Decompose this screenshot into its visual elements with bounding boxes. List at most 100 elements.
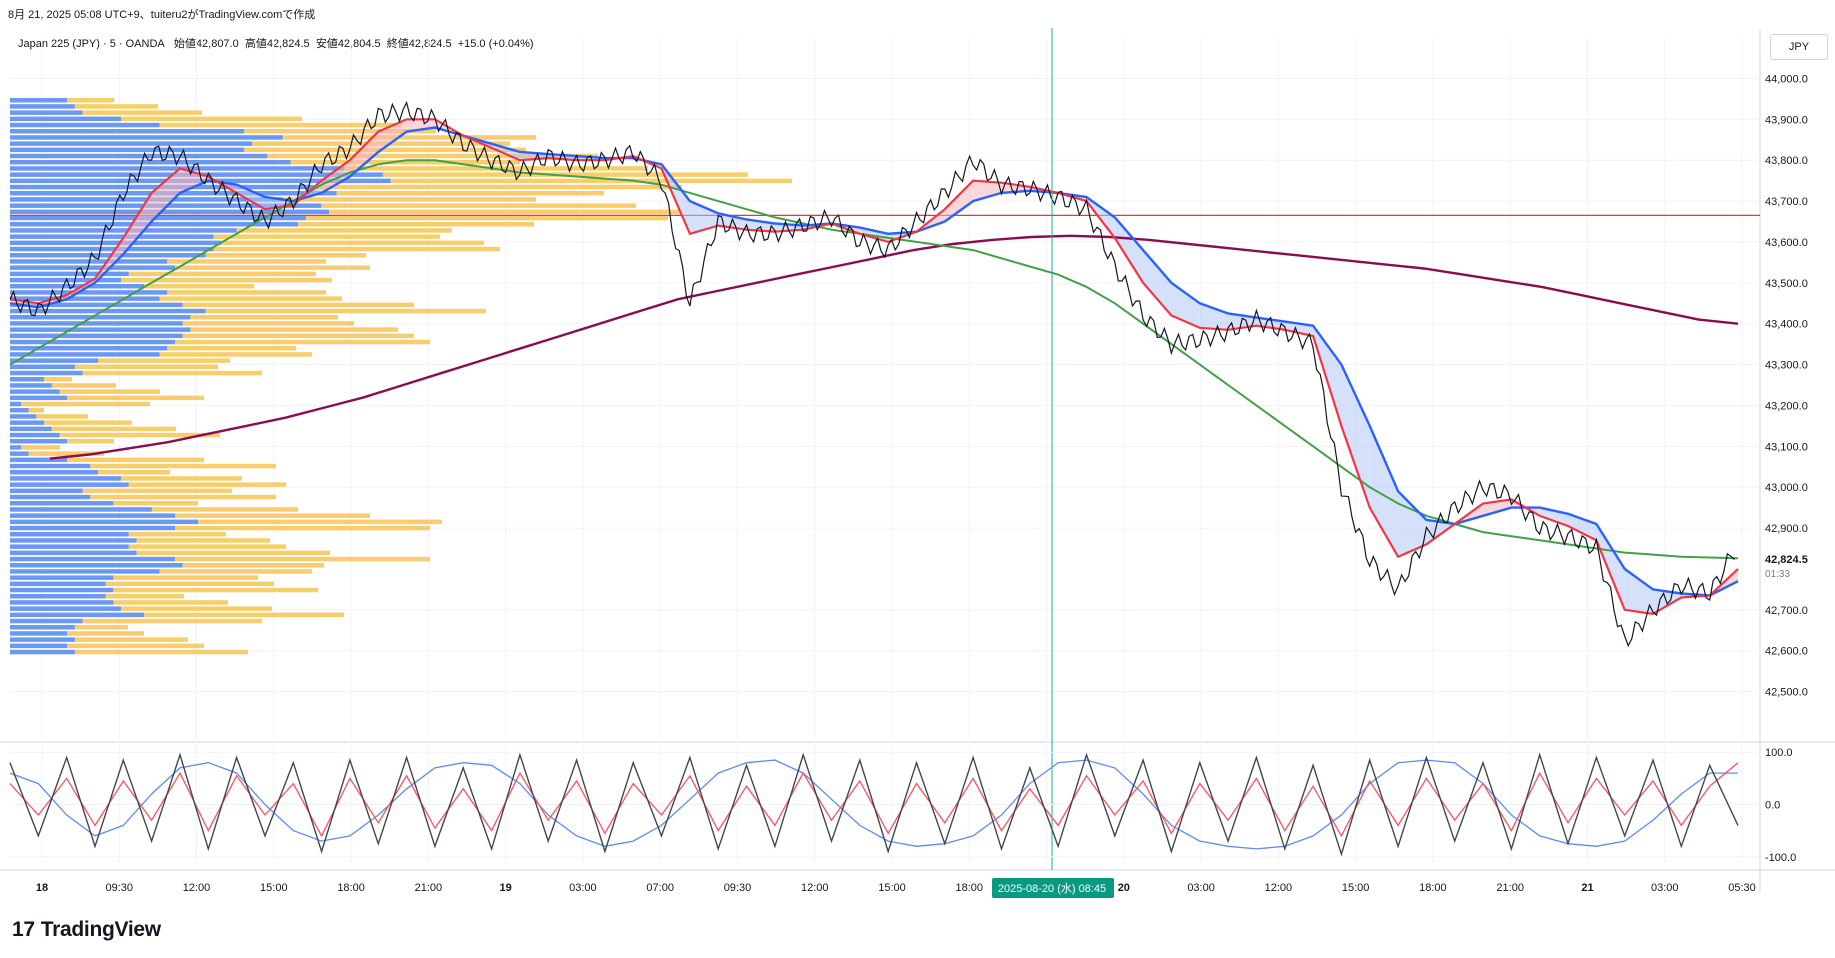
volume-profile-bar-up [10,364,75,370]
volume-profile-bar-down [113,600,228,605]
price-tick-label: 42,700.0 [1765,605,1808,617]
volume-profile-bar-down [121,116,302,122]
volume-profile-bar-down [175,265,370,270]
ema-cloud-segment [1114,217,1144,283]
volume-profile-bar-down [329,209,680,215]
volume-profile-bar-down [67,395,204,401]
volume-profile-bar-down [182,563,324,568]
ema-cloud-segment [1143,250,1172,316]
volume-profile-bar-up [10,426,52,432]
volume-profile-bar-up [10,643,68,649]
ema-fast-line [9,118,1739,616]
price-tick-label: 43,800.0 [1765,155,1808,167]
time-tick-label: 18:00 [337,882,365,894]
volume-profile-bar-up [10,209,329,215]
volume-profile-bar-down [36,414,88,419]
volume-profile-bar-up [10,414,37,419]
volume-profile-bar-down [244,147,527,153]
ema-cloud-segment [1341,364,1370,508]
volume-profile-bar-up [10,284,145,289]
ema-cloud-segment [321,160,350,193]
volume-profile-bar-up [10,389,60,394]
volume-profile-bar-down [136,538,270,543]
volume-profile-bar-up [10,476,122,481]
volume-profile-bar-up [10,401,21,407]
volume-profile-bar-down [282,197,536,202]
volume-profile-bar-up [10,408,29,413]
ema-cloud-segment [349,131,379,177]
volume-profile-bar-down [67,631,144,636]
tradingview-mark-icon: 17 [12,918,35,941]
price-tick-label: 43,200.0 [1765,400,1808,412]
volume-profile-bar-up [10,513,175,518]
volume-profile-bar-down [67,439,114,444]
high-label: 高値 [244,38,267,50]
osc-k-line [9,752,1739,857]
price-tick-label: 43,300.0 [1765,360,1808,372]
volume-profile-bar-up [10,302,183,308]
volume-profile-bar-up [10,463,91,469]
volume-profile-bar-down [121,606,272,611]
volume-profile-bar-down [175,513,370,518]
crosshair-time-label: 2025-08-20 (水) 08:45 [998,882,1106,895]
volume-profile-bar-down [82,110,202,115]
ema-cloud-segment [378,119,407,153]
time-tick-label: 19 [500,882,512,894]
volume-profile-bar-up [10,122,160,128]
time-tick-label: 20 [1118,882,1130,894]
time-tick-label: 05:30 [1728,882,1756,894]
symbol-name[interactable]: Japan 225 (JPY) · 5 · OANDA [18,38,165,50]
price-tick-label: 43,600.0 [1765,237,1808,249]
volume-profile-bar-up [10,432,60,438]
currency-button[interactable]: JPY [1770,34,1828,60]
price-tick-label: 42,600.0 [1765,646,1808,658]
volume-profile-bar-down [159,352,312,357]
volume-profile-bar-up [10,315,191,320]
volume-profile-bar-up [10,439,68,444]
time-tick-label: 03:00 [1187,882,1215,894]
volume-profile-bar-down [82,488,232,494]
ema-cloud-segment [236,184,265,210]
time-tick-label: 15:00 [260,882,288,894]
time-tick-label: 15:00 [878,882,906,894]
volume-profile-bar-down [282,135,536,140]
volume-profile-bar-up [10,253,206,258]
volume-profile-bar-up [10,594,106,599]
volume-profile-bar-up [10,507,152,512]
volume-profile-bar-down [298,222,534,227]
volume-profile-bar-up [10,544,129,549]
volume-profile-bar-down [205,308,487,314]
time-tick-label: 03:00 [569,882,597,894]
change-value: +15.0 (+0.04%) [457,38,534,50]
volume-profile-bar-down [74,649,249,655]
ema-cloud-segment [179,168,209,193]
volume-profile-bar-up [10,569,160,574]
volume-profile-bar-down [236,228,452,233]
volume-profile-bar-up [10,110,83,115]
time-tick-label: 09:30 [106,882,134,894]
volume-profile-bar-down [67,457,204,463]
time-tick-label: 21 [1581,882,1593,894]
time-tick-label: 12:00 [183,882,211,894]
tradingview-logo: 17 TradingView [12,918,161,942]
volume-profile-bar-down [390,178,792,184]
volume-profile-bar-up [10,98,68,103]
osc-tick-label: 0.0 [1765,800,1780,812]
ma-long-line [49,234,1739,460]
volume-profile-bar-up [10,606,122,611]
price-candles [9,100,1735,648]
volume-profile-bar-up [10,290,168,295]
ema-cloud-segment [1653,589,1682,614]
volume-profile-bar-down [74,364,219,370]
volume-profile-bar-up [10,352,160,357]
volume-profile-bar-up [10,563,183,568]
volume-profile-bar-up [10,519,199,525]
price-tick-label: 43,900.0 [1765,114,1808,126]
volume-profile-bar-up [10,587,114,593]
volume-profile-bar-down [213,234,440,239]
ema-cloud-segment [1624,568,1654,614]
volume-profile-bar-up [10,333,183,339]
volume-profile-bar-down [105,581,274,587]
volume-profile-bar-down [74,637,188,642]
